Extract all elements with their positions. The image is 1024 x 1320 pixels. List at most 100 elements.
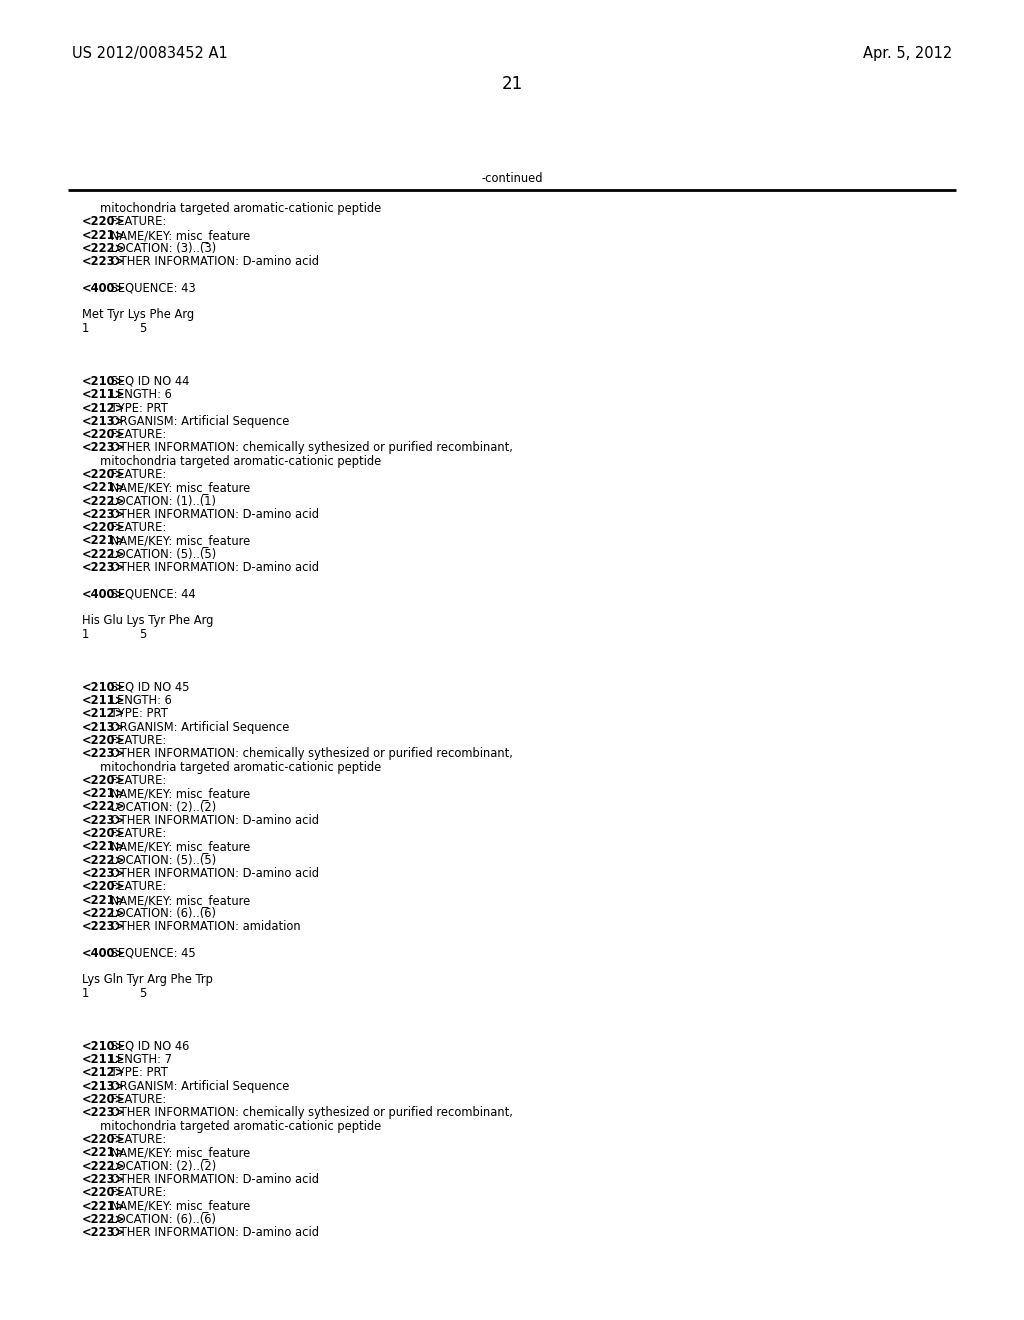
Text: <211>: <211> — [82, 694, 125, 708]
Text: LOCATION: (2)..(2): LOCATION: (2)..(2) — [106, 800, 216, 813]
Text: SEQ ID NO 46: SEQ ID NO 46 — [106, 1040, 189, 1053]
Text: OTHER INFORMATION: D-amino acid: OTHER INFORMATION: D-amino acid — [106, 814, 319, 826]
Text: ORGANISM: Artificial Sequence: ORGANISM: Artificial Sequence — [106, 414, 290, 428]
Text: <210>: <210> — [82, 375, 125, 388]
Text: mitochondria targeted aromatic-cationic peptide: mitochondria targeted aromatic-cationic … — [82, 760, 381, 774]
Text: <212>: <212> — [82, 1067, 125, 1080]
Text: SEQUENCE: 43: SEQUENCE: 43 — [106, 281, 196, 294]
Text: LOCATION: (5)..(5): LOCATION: (5)..(5) — [106, 548, 216, 561]
Text: OTHER INFORMATION: D-amino acid: OTHER INFORMATION: D-amino acid — [106, 255, 319, 268]
Text: <223>: <223> — [82, 1106, 125, 1119]
Text: mitochondria targeted aromatic-cationic peptide: mitochondria targeted aromatic-cationic … — [82, 202, 381, 215]
Text: FEATURE:: FEATURE: — [106, 428, 166, 441]
Text: TYPE: PRT: TYPE: PRT — [106, 708, 168, 721]
Text: 1              5: 1 5 — [82, 322, 147, 335]
Text: <220>: <220> — [82, 774, 125, 787]
Text: <221>: <221> — [82, 894, 125, 907]
Text: <211>: <211> — [82, 1053, 125, 1067]
Text: <222>: <222> — [82, 907, 125, 920]
Text: OTHER INFORMATION: chemically sythesized or purified recombinant,: OTHER INFORMATION: chemically sythesized… — [106, 1106, 513, 1119]
Text: OTHER INFORMATION: amidation: OTHER INFORMATION: amidation — [106, 920, 301, 933]
Text: OTHER INFORMATION: chemically sythesized or purified recombinant,: OTHER INFORMATION: chemically sythesized… — [106, 747, 513, 760]
Text: <220>: <220> — [82, 1187, 125, 1199]
Text: FEATURE:: FEATURE: — [106, 1133, 166, 1146]
Text: SEQ ID NO 45: SEQ ID NO 45 — [106, 681, 189, 694]
Text: <221>: <221> — [82, 841, 125, 854]
Text: ORGANISM: Artificial Sequence: ORGANISM: Artificial Sequence — [106, 721, 290, 734]
Text: OTHER INFORMATION: D-amino acid: OTHER INFORMATION: D-amino acid — [106, 1226, 319, 1239]
Text: <220>: <220> — [82, 428, 125, 441]
Text: <220>: <220> — [82, 1133, 125, 1146]
Text: <223>: <223> — [82, 920, 125, 933]
Text: FEATURE:: FEATURE: — [106, 828, 166, 840]
Text: <222>: <222> — [82, 1213, 125, 1226]
Text: SEQ ID NO 44: SEQ ID NO 44 — [106, 375, 189, 388]
Text: <222>: <222> — [82, 800, 125, 813]
Text: NAME/KEY: misc_feature: NAME/KEY: misc_feature — [106, 1200, 250, 1213]
Text: NAME/KEY: misc_feature: NAME/KEY: misc_feature — [106, 535, 250, 548]
Text: FEATURE:: FEATURE: — [106, 521, 166, 535]
Text: <222>: <222> — [82, 854, 125, 867]
Text: <210>: <210> — [82, 681, 125, 694]
Text: SEQUENCE: 44: SEQUENCE: 44 — [106, 587, 196, 601]
Text: 1              5: 1 5 — [82, 627, 147, 640]
Text: NAME/KEY: misc_feature: NAME/KEY: misc_feature — [106, 841, 250, 854]
Text: NAME/KEY: misc_feature: NAME/KEY: misc_feature — [106, 228, 250, 242]
Text: NAME/KEY: misc_feature: NAME/KEY: misc_feature — [106, 894, 250, 907]
Text: <223>: <223> — [82, 508, 125, 521]
Text: <400>: <400> — [82, 587, 125, 601]
Text: LOCATION: (2)..(2): LOCATION: (2)..(2) — [106, 1159, 216, 1172]
Text: <213>: <213> — [82, 721, 125, 734]
Text: LENGTH: 6: LENGTH: 6 — [106, 388, 172, 401]
Text: <220>: <220> — [82, 828, 125, 840]
Text: Met Tyr Lys Phe Arg: Met Tyr Lys Phe Arg — [82, 309, 195, 321]
Text: <223>: <223> — [82, 814, 125, 826]
Text: <221>: <221> — [82, 1200, 125, 1213]
Text: LOCATION: (3)..(3): LOCATION: (3)..(3) — [106, 242, 216, 255]
Text: <223>: <223> — [82, 255, 125, 268]
Text: <211>: <211> — [82, 388, 125, 401]
Text: <223>: <223> — [82, 1173, 125, 1185]
Text: LENGTH: 7: LENGTH: 7 — [106, 1053, 172, 1067]
Text: SEQUENCE: 45: SEQUENCE: 45 — [106, 946, 196, 960]
Text: <220>: <220> — [82, 1093, 125, 1106]
Text: Lys Gln Tyr Arg Phe Trp: Lys Gln Tyr Arg Phe Trp — [82, 973, 213, 986]
Text: LENGTH: 6: LENGTH: 6 — [106, 694, 172, 708]
Text: <222>: <222> — [82, 1159, 125, 1172]
Text: OTHER INFORMATION: D-amino acid: OTHER INFORMATION: D-amino acid — [106, 561, 319, 574]
Text: NAME/KEY: misc_feature: NAME/KEY: misc_feature — [106, 1146, 250, 1159]
Text: TYPE: PRT: TYPE: PRT — [106, 401, 168, 414]
Text: 21: 21 — [502, 75, 522, 92]
Text: <213>: <213> — [82, 1080, 125, 1093]
Text: <221>: <221> — [82, 787, 125, 800]
Text: <221>: <221> — [82, 228, 125, 242]
Text: -continued: -continued — [481, 172, 543, 185]
Text: FEATURE:: FEATURE: — [106, 774, 166, 787]
Text: LOCATION: (6)..(6): LOCATION: (6)..(6) — [106, 907, 216, 920]
Text: OTHER INFORMATION: D-amino acid: OTHER INFORMATION: D-amino acid — [106, 867, 319, 880]
Text: <221>: <221> — [82, 1146, 125, 1159]
Text: 1              5: 1 5 — [82, 987, 147, 999]
Text: His Glu Lys Tyr Phe Arg: His Glu Lys Tyr Phe Arg — [82, 614, 213, 627]
Text: Apr. 5, 2012: Apr. 5, 2012 — [863, 46, 952, 61]
Text: <220>: <220> — [82, 880, 125, 894]
Text: mitochondria targeted aromatic-cationic peptide: mitochondria targeted aromatic-cationic … — [82, 454, 381, 467]
Text: <210>: <210> — [82, 1040, 125, 1053]
Text: <223>: <223> — [82, 747, 125, 760]
Text: <220>: <220> — [82, 469, 125, 480]
Text: <212>: <212> — [82, 708, 125, 721]
Text: <222>: <222> — [82, 548, 125, 561]
Text: OTHER INFORMATION: D-amino acid: OTHER INFORMATION: D-amino acid — [106, 508, 319, 521]
Text: NAME/KEY: misc_feature: NAME/KEY: misc_feature — [106, 787, 250, 800]
Text: LOCATION: (5)..(5): LOCATION: (5)..(5) — [106, 854, 216, 867]
Text: <220>: <220> — [82, 734, 125, 747]
Text: <213>: <213> — [82, 414, 125, 428]
Text: <400>: <400> — [82, 946, 125, 960]
Text: ORGANISM: Artificial Sequence: ORGANISM: Artificial Sequence — [106, 1080, 290, 1093]
Text: <220>: <220> — [82, 215, 125, 228]
Text: FEATURE:: FEATURE: — [106, 469, 166, 480]
Text: mitochondria targeted aromatic-cationic peptide: mitochondria targeted aromatic-cationic … — [82, 1119, 381, 1133]
Text: <221>: <221> — [82, 535, 125, 548]
Text: LOCATION: (1)..(1): LOCATION: (1)..(1) — [106, 495, 216, 508]
Text: FEATURE:: FEATURE: — [106, 880, 166, 894]
